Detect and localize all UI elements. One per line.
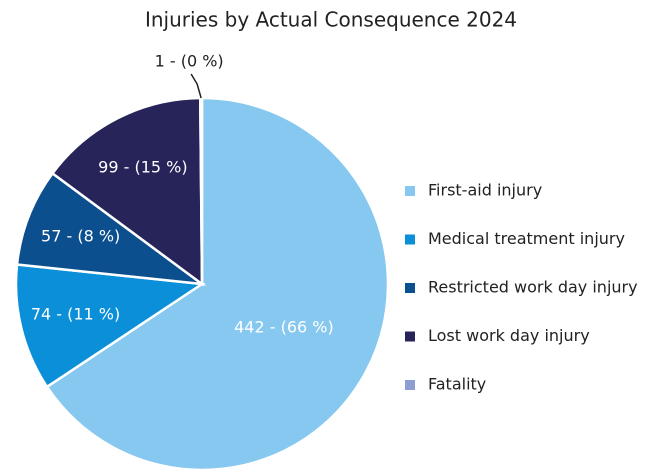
data-label: 442 - (66 %) <box>234 317 334 336</box>
data-label: 74 - (11 %) <box>31 305 120 324</box>
legend-label: First-aid injury <box>428 181 542 200</box>
legend-swatch <box>405 186 415 196</box>
legend-swatch <box>405 234 415 245</box>
pie-slice <box>14 263 206 389</box>
pie-slice <box>199 96 204 285</box>
legend-label: Restricted work day injury <box>428 278 638 297</box>
legend-label: Fatality <box>428 375 486 394</box>
legend-swatch <box>405 331 415 342</box>
pie-slice <box>50 96 204 287</box>
data-label: 1 - (0 %) <box>155 52 224 71</box>
leader-line <box>190 73 202 99</box>
legend-label: Medical treatment injury <box>428 229 625 248</box>
legend-label: Lost work day injury <box>428 326 590 345</box>
legend-swatch <box>405 380 415 390</box>
chart-title: Injuries by Actual Consequence 2024 <box>145 8 517 32</box>
pie-slice <box>45 96 390 472</box>
pie-slice <box>15 171 207 286</box>
legend-swatch <box>405 283 415 293</box>
data-label: 57 - (8 %) <box>41 226 120 245</box>
data-label: 99 - (15 %) <box>98 158 187 177</box>
